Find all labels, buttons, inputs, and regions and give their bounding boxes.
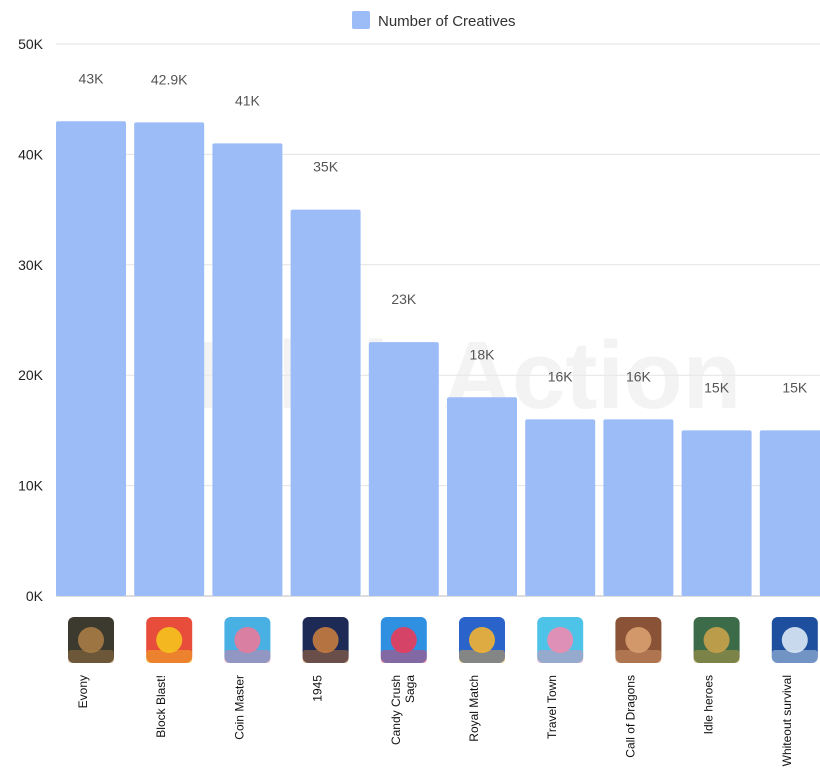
category-label: Idle heroes — [702, 675, 716, 734]
category-label: Coin Master — [232, 675, 246, 740]
category-label: Whiteout survival — [780, 675, 794, 766]
data-label: 16K — [626, 368, 652, 384]
data-label: 18K — [470, 346, 496, 362]
legend[interactable]: Number of Creatives — [352, 11, 516, 30]
data-label: 15K — [782, 379, 808, 395]
data-label: 35K — [313, 159, 339, 175]
bar[interactable] — [56, 121, 126, 596]
royal-match-icon — [459, 617, 505, 663]
category-icons — [68, 617, 818, 663]
bar[interactable] — [525, 419, 596, 596]
whiteout-survival-icon — [771, 617, 818, 663]
legend-swatch — [352, 11, 370, 29]
bars — [56, 121, 820, 597]
bar[interactable] — [212, 143, 283, 597]
data-labels: 43K 42.9K 41K 35K 23K 18K 16K 16K 15K 15K — [79, 70, 808, 395]
data-label: 15K — [704, 379, 730, 395]
bar[interactable] — [290, 209, 361, 596]
data-label: 23K — [391, 291, 417, 307]
block-blast-icon — [146, 617, 193, 663]
idle-heroes-icon — [693, 617, 740, 663]
y-tick-label: 0K — [26, 588, 44, 604]
category-label: Saga — [403, 675, 417, 703]
category-label: Call of Dragons — [623, 675, 637, 758]
bar[interactable] — [759, 430, 820, 596]
bar[interactable] — [368, 342, 439, 596]
category-label: Candy Crush — [389, 675, 403, 745]
category-label: Block Blast! — [154, 675, 168, 738]
bar[interactable] — [134, 122, 205, 596]
category-label: 1945 — [311, 675, 325, 702]
category-label: Evony — [76, 675, 90, 708]
travel-town-icon — [537, 617, 584, 663]
call-of-dragons-icon — [615, 617, 662, 663]
y-tick-label: 10K — [18, 478, 44, 494]
1945-icon — [302, 617, 349, 663]
data-label: 43K — [79, 70, 105, 86]
category-label: Travel Town — [545, 675, 559, 739]
y-tick-label: 50K — [18, 36, 44, 52]
coin-master-icon — [224, 617, 271, 663]
evony-icon — [68, 617, 114, 663]
y-tick-label: 20K — [18, 367, 44, 383]
y-tick-label: 40K — [18, 146, 44, 162]
category-labels: Evony Block Blast! Coin Master 1945 Candy Cr… — [76, 675, 794, 767]
legend-label: Number of Creatives — [378, 13, 516, 30]
y-tick-label: 30K — [18, 257, 44, 273]
bar[interactable] — [447, 397, 517, 596]
category-label: Royal Match — [467, 675, 481, 742]
data-label: 41K — [235, 92, 261, 108]
bar[interactable] — [603, 419, 674, 596]
candy-crush-icon — [380, 617, 427, 663]
data-label: 16K — [548, 368, 574, 384]
data-label: 42.9K — [151, 71, 188, 87]
bar[interactable] — [681, 430, 752, 596]
